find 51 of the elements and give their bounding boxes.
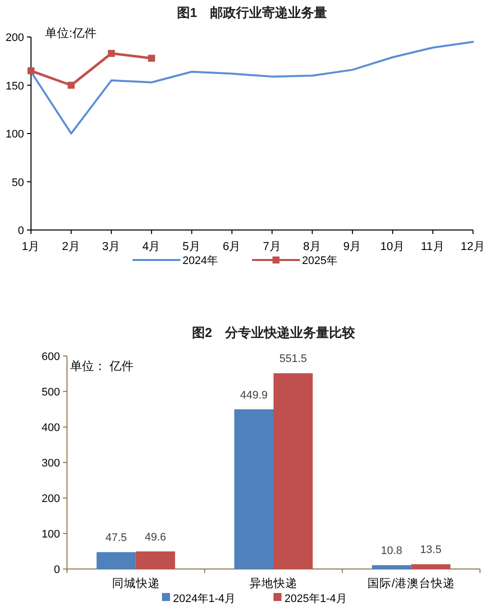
x-tick-label: 1月 <box>22 240 40 253</box>
data-label: 449.9 <box>240 389 268 402</box>
annotation: 单位:亿件 <box>45 26 96 40</box>
x-tick-label: 8月 <box>303 240 322 253</box>
bar <box>136 551 176 569</box>
x-tick-label: 异地快递 <box>250 576 298 590</box>
y-tick-label: 150 <box>6 80 24 92</box>
data-label: 13.5 <box>420 544 442 556</box>
legend-label: 2024年 <box>182 255 218 267</box>
annotation: 单位： 亿件 <box>70 359 134 373</box>
y-tick-label: 200 <box>42 493 60 505</box>
legend-label: 2025年 <box>302 255 338 267</box>
bar <box>411 564 450 569</box>
x-tick-label: 4月 <box>142 240 161 253</box>
x-tick-label: 国际/港澳台快递 <box>368 576 455 590</box>
bar <box>274 373 313 569</box>
x-tick-label: 3月 <box>102 240 121 253</box>
y-tick-label: 500 <box>42 386 60 398</box>
y-tick-label: 400 <box>42 422 60 434</box>
point <box>148 54 156 62</box>
y-tick-label: 100 <box>42 528 60 540</box>
y-tick-label: 200 <box>6 32 24 44</box>
x-tick-label: 同城快递 <box>112 576 160 590</box>
bar <box>96 552 136 569</box>
y-tick-label: 300 <box>42 458 60 470</box>
y-tick-label: 100 <box>6 128 24 140</box>
x-tick-label: 6月 <box>222 240 242 253</box>
legend-label: 2024年1-4月 <box>173 593 236 605</box>
x-tick-label: 7月 <box>262 240 282 253</box>
chart-title: 图1 邮政行业寄递业务量 <box>176 5 328 20</box>
x-tick-label: 10月 <box>380 240 406 253</box>
data-label: 551.5 <box>279 353 307 366</box>
y-tick-label: 50 <box>12 176 24 189</box>
point <box>68 82 75 89</box>
x-tick-label: 2月 <box>62 240 80 253</box>
bar <box>372 565 412 569</box>
x-tick-label: 9月 <box>343 240 362 253</box>
legend-label: 2025年1-4月 <box>284 593 347 605</box>
point <box>108 50 115 57</box>
x-tick-label: 11月 <box>420 240 445 253</box>
y-tick-label: 0 <box>54 564 60 576</box>
x-tick-label: 5月 <box>182 240 201 253</box>
data-label: 47.5 <box>106 532 127 544</box>
x-tick-label: 12月 <box>460 240 486 253</box>
chart-title: 图2 分专业快递业务量比较 <box>192 325 356 340</box>
bar <box>234 409 274 569</box>
y-tick-label: 0 <box>18 225 24 237</box>
point <box>28 67 34 74</box>
data-label: 49.6 <box>144 531 166 544</box>
data-label: 10.8 <box>380 545 402 558</box>
y-tick-label: 600 <box>42 351 60 363</box>
